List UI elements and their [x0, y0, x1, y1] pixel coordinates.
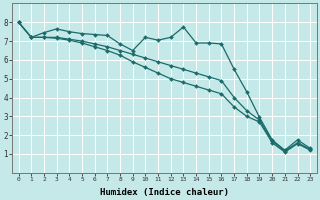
X-axis label: Humidex (Indice chaleur): Humidex (Indice chaleur) — [100, 188, 229, 197]
